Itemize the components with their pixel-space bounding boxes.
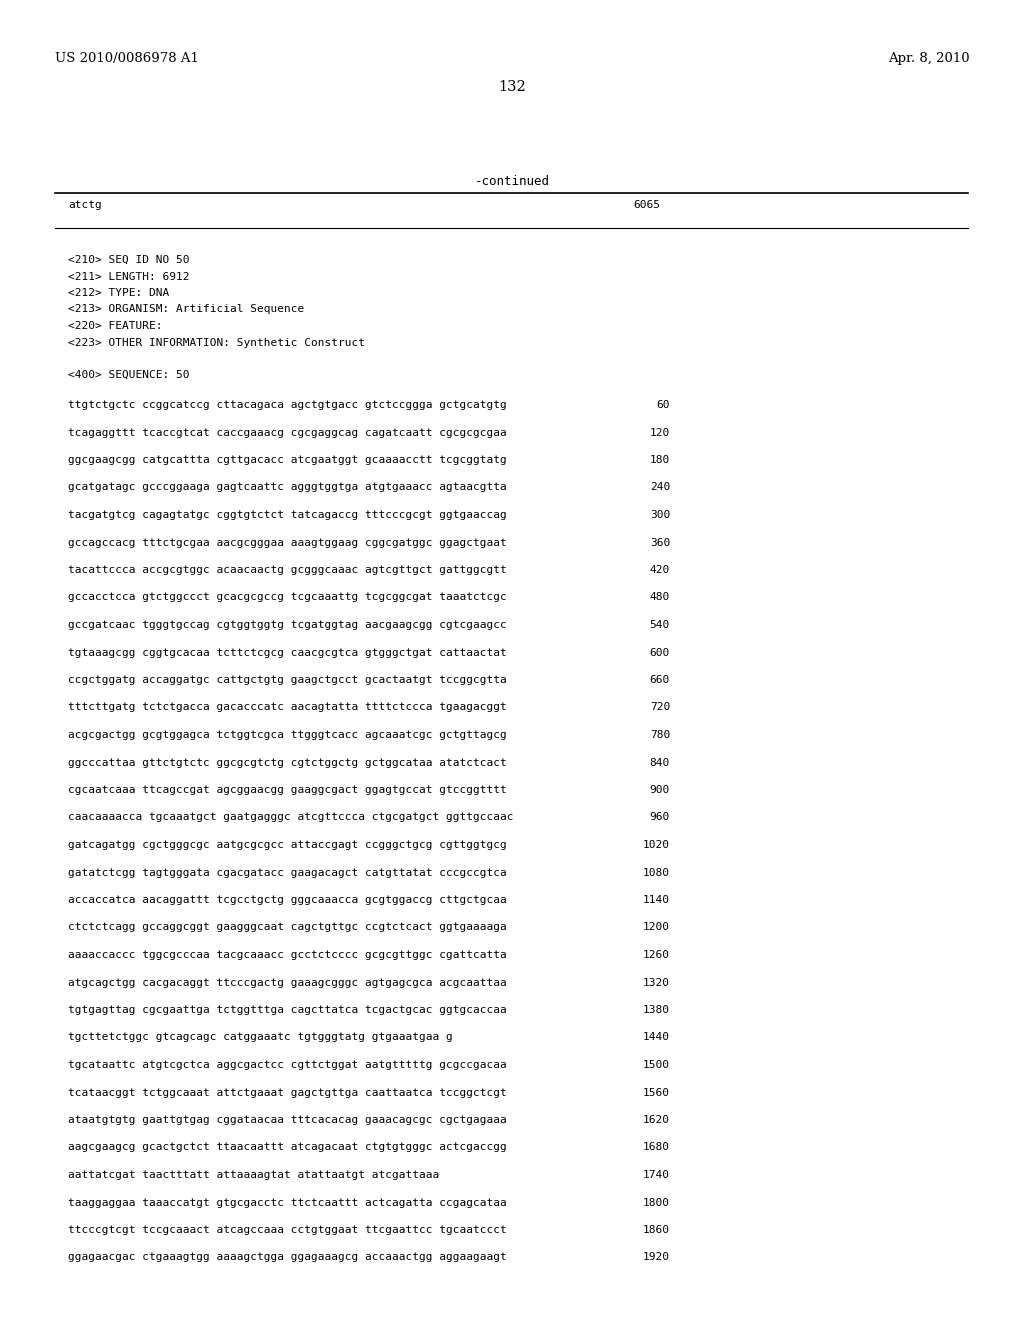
Text: gcatgatagc gcccggaaga gagtcaattc agggtggtga atgtgaaacc agtaacgtta: gcatgatagc gcccggaaga gagtcaattc agggtgg… bbox=[68, 483, 507, 492]
Text: tgcataattc atgtcgctca aggcgactcc cgttctggat aatgtttttg gcgccgacaa: tgcataattc atgtcgctca aggcgactcc cgttctg… bbox=[68, 1060, 507, 1071]
Text: ggcccattaa gttctgtctc ggcgcgtctg cgtctggctg gctggcataa atatctcact: ggcccattaa gttctgtctc ggcgcgtctg cgtctgg… bbox=[68, 758, 507, 767]
Text: tgtaaagcgg cggtgcacaa tcttctcgcg caacgcgtca gtgggctgat cattaactat: tgtaaagcgg cggtgcacaa tcttctcgcg caacgcg… bbox=[68, 648, 507, 657]
Text: 540: 540 bbox=[650, 620, 670, 630]
Text: ccgctggatg accaggatgc cattgctgtg gaagctgcct gcactaatgt tccggcgtta: ccgctggatg accaggatgc cattgctgtg gaagctg… bbox=[68, 675, 507, 685]
Text: ggagaacgac ctgaaagtgg aaaagctgga ggagaaagcg accaaactgg aggaagaagt: ggagaacgac ctgaaagtgg aaaagctgga ggagaaa… bbox=[68, 1253, 507, 1262]
Text: 900: 900 bbox=[650, 785, 670, 795]
Text: 1320: 1320 bbox=[643, 978, 670, 987]
Text: 1080: 1080 bbox=[643, 867, 670, 878]
Text: 780: 780 bbox=[650, 730, 670, 741]
Text: <211> LENGTH: 6912: <211> LENGTH: 6912 bbox=[68, 272, 189, 281]
Text: 360: 360 bbox=[650, 537, 670, 548]
Text: <210> SEQ ID NO 50: <210> SEQ ID NO 50 bbox=[68, 255, 189, 265]
Text: <213> ORGANISM: Artificial Sequence: <213> ORGANISM: Artificial Sequence bbox=[68, 305, 304, 314]
Text: gccacctcca gtctggccct gcacgcgccg tcgcaaattg tcgcggcgat taaatctcgc: gccacctcca gtctggccct gcacgcgccg tcgcaaa… bbox=[68, 593, 507, 602]
Text: 132: 132 bbox=[498, 81, 526, 94]
Text: 660: 660 bbox=[650, 675, 670, 685]
Text: ttgtctgctc ccggcatccg cttacagaca agctgtgacc gtctccggga gctgcatgtg: ttgtctgctc ccggcatccg cttacagaca agctgtg… bbox=[68, 400, 507, 411]
Text: tgcttetctggc gtcagcagc catggaaatc tgtgggtatg gtgaaatgaa g: tgcttetctggc gtcagcagc catggaaatc tgtggg… bbox=[68, 1032, 453, 1043]
Text: 300: 300 bbox=[650, 510, 670, 520]
Text: aagcgaagcg gcactgctct ttaacaattt atcagacaat ctgtgtgggc actcgaccgg: aagcgaagcg gcactgctct ttaacaattt atcagac… bbox=[68, 1143, 507, 1152]
Text: 1620: 1620 bbox=[643, 1115, 670, 1125]
Text: -continued: -continued bbox=[474, 176, 550, 187]
Text: accaccatca aacaggattt tcgcctgctg gggcaaacca gcgtggaccg cttgctgcaa: accaccatca aacaggattt tcgcctgctg gggcaaa… bbox=[68, 895, 507, 906]
Text: tcagaggttt tcaccgtcat caccgaaacg cgcgaggcag cagatcaatt cgcgcgcgaa: tcagaggttt tcaccgtcat caccgaaacg cgcgagg… bbox=[68, 428, 507, 437]
Text: 600: 600 bbox=[650, 648, 670, 657]
Text: 960: 960 bbox=[650, 813, 670, 822]
Text: 1020: 1020 bbox=[643, 840, 670, 850]
Text: 240: 240 bbox=[650, 483, 670, 492]
Text: ttcccgtcgt tccgcaaact atcagccaaa cctgtggaat ttcgaattcc tgcaatccct: ttcccgtcgt tccgcaaact atcagccaaa cctgtgg… bbox=[68, 1225, 507, 1236]
Text: <400> SEQUENCE: 50: <400> SEQUENCE: 50 bbox=[68, 370, 189, 380]
Text: 420: 420 bbox=[650, 565, 670, 576]
Text: 1560: 1560 bbox=[643, 1088, 670, 1097]
Text: 720: 720 bbox=[650, 702, 670, 713]
Text: 60: 60 bbox=[656, 400, 670, 411]
Text: taaggaggaa taaaccatgt gtgcgacctc ttctcaattt actcagatta ccgagcataa: taaggaggaa taaaccatgt gtgcgacctc ttctcaa… bbox=[68, 1197, 507, 1208]
Text: aaaaccaccc tggcgcccaa tacgcaaacc gcctctcccc gcgcgttggc cgattcatta: aaaaccaccc tggcgcccaa tacgcaaacc gcctctc… bbox=[68, 950, 507, 960]
Text: 180: 180 bbox=[650, 455, 670, 465]
Text: cgcaatcaaa ttcagccgat agcggaacgg gaaggcgact ggagtgccat gtccggtttt: cgcaatcaaa ttcagccgat agcggaacgg gaaggcg… bbox=[68, 785, 507, 795]
Text: 1860: 1860 bbox=[643, 1225, 670, 1236]
Text: gatatctcgg tagtgggata cgacgatacc gaagacagct catgttatat cccgccgtca: gatatctcgg tagtgggata cgacgatacc gaagaca… bbox=[68, 867, 507, 878]
Text: gccagccacg tttctgcgaa aacgcgggaa aaagtggaag cggcgatggc ggagctgaat: gccagccacg tttctgcgaa aacgcgggaa aaagtgg… bbox=[68, 537, 507, 548]
Text: tacattccca accgcgtggc acaacaactg gcgggcaaac agtcgttgct gattggcgtt: tacattccca accgcgtggc acaacaactg gcgggca… bbox=[68, 565, 507, 576]
Text: 1380: 1380 bbox=[643, 1005, 670, 1015]
Text: 1200: 1200 bbox=[643, 923, 670, 932]
Text: ataatgtgtg gaattgtgag cggataacaa tttcacacag gaaacagcgc cgctgagaaa: ataatgtgtg gaattgtgag cggataacaa tttcaca… bbox=[68, 1115, 507, 1125]
Text: tcataacggt tctggcaaat attctgaaat gagctgttga caattaatca tccggctcgt: tcataacggt tctggcaaat attctgaaat gagctgt… bbox=[68, 1088, 507, 1097]
Text: atctg: atctg bbox=[68, 201, 101, 210]
Text: 1260: 1260 bbox=[643, 950, 670, 960]
Text: atgcagctgg cacgacaggt ttcccgactg gaaagcgggc agtgagcgca acgcaattaa: atgcagctgg cacgacaggt ttcccgactg gaaagcg… bbox=[68, 978, 507, 987]
Text: Apr. 8, 2010: Apr. 8, 2010 bbox=[889, 51, 970, 65]
Text: <212> TYPE: DNA: <212> TYPE: DNA bbox=[68, 288, 169, 298]
Text: aattatcgat taactttatt attaaaagtat atattaatgt atcgattaaa: aattatcgat taactttatt attaaaagtat atatta… bbox=[68, 1170, 439, 1180]
Text: 840: 840 bbox=[650, 758, 670, 767]
Text: 1920: 1920 bbox=[643, 1253, 670, 1262]
Text: gccgatcaac tgggtgccag cgtggtggtg tcgatggtag aacgaagcgg cgtcgaagcc: gccgatcaac tgggtgccag cgtggtggtg tcgatgg… bbox=[68, 620, 507, 630]
Text: 1500: 1500 bbox=[643, 1060, 670, 1071]
Text: <223> OTHER INFORMATION: Synthetic Construct: <223> OTHER INFORMATION: Synthetic Const… bbox=[68, 338, 365, 347]
Text: 480: 480 bbox=[650, 593, 670, 602]
Text: caacaaaacca tgcaaatgct gaatgagggc atcgttccca ctgcgatgct ggttgccaac: caacaaaacca tgcaaatgct gaatgagggc atcgtt… bbox=[68, 813, 513, 822]
Text: tgtgagttag cgcgaattga tctggtttga cagcttatca tcgactgcac ggtgcaccaa: tgtgagttag cgcgaattga tctggtttga cagctta… bbox=[68, 1005, 507, 1015]
Text: ctctctcagg gccaggcggt gaagggcaat cagctgttgc ccgtctcact ggtgaaaaga: ctctctcagg gccaggcggt gaagggcaat cagctgt… bbox=[68, 923, 507, 932]
Text: tacgatgtcg cagagtatgc cggtgtctct tatcagaccg tttcccgcgt ggtgaaccag: tacgatgtcg cagagtatgc cggtgtctct tatcaga… bbox=[68, 510, 507, 520]
Text: 1440: 1440 bbox=[643, 1032, 670, 1043]
Text: tttcttgatg tctctgacca gacacccatc aacagtatta ttttctccca tgaagacggt: tttcttgatg tctctgacca gacacccatc aacagta… bbox=[68, 702, 507, 713]
Text: 1800: 1800 bbox=[643, 1197, 670, 1208]
Text: US 2010/0086978 A1: US 2010/0086978 A1 bbox=[55, 51, 199, 65]
Text: 120: 120 bbox=[650, 428, 670, 437]
Text: 1680: 1680 bbox=[643, 1143, 670, 1152]
Text: acgcgactgg gcgtggagca tctggtcgca ttgggtcacc agcaaatcgc gctgttagcg: acgcgactgg gcgtggagca tctggtcgca ttgggtc… bbox=[68, 730, 507, 741]
Text: 6065: 6065 bbox=[633, 201, 660, 210]
Text: gatcagatgg cgctgggcgc aatgcgcgcc attaccgagt ccgggctgcg cgttggtgcg: gatcagatgg cgctgggcgc aatgcgcgcc attaccg… bbox=[68, 840, 507, 850]
Text: 1740: 1740 bbox=[643, 1170, 670, 1180]
Text: <220> FEATURE:: <220> FEATURE: bbox=[68, 321, 163, 331]
Text: 1140: 1140 bbox=[643, 895, 670, 906]
Text: ggcgaagcgg catgcattta cgttgacacc atcgaatggt gcaaaacctt tcgcggtatg: ggcgaagcgg catgcattta cgttgacacc atcgaat… bbox=[68, 455, 507, 465]
